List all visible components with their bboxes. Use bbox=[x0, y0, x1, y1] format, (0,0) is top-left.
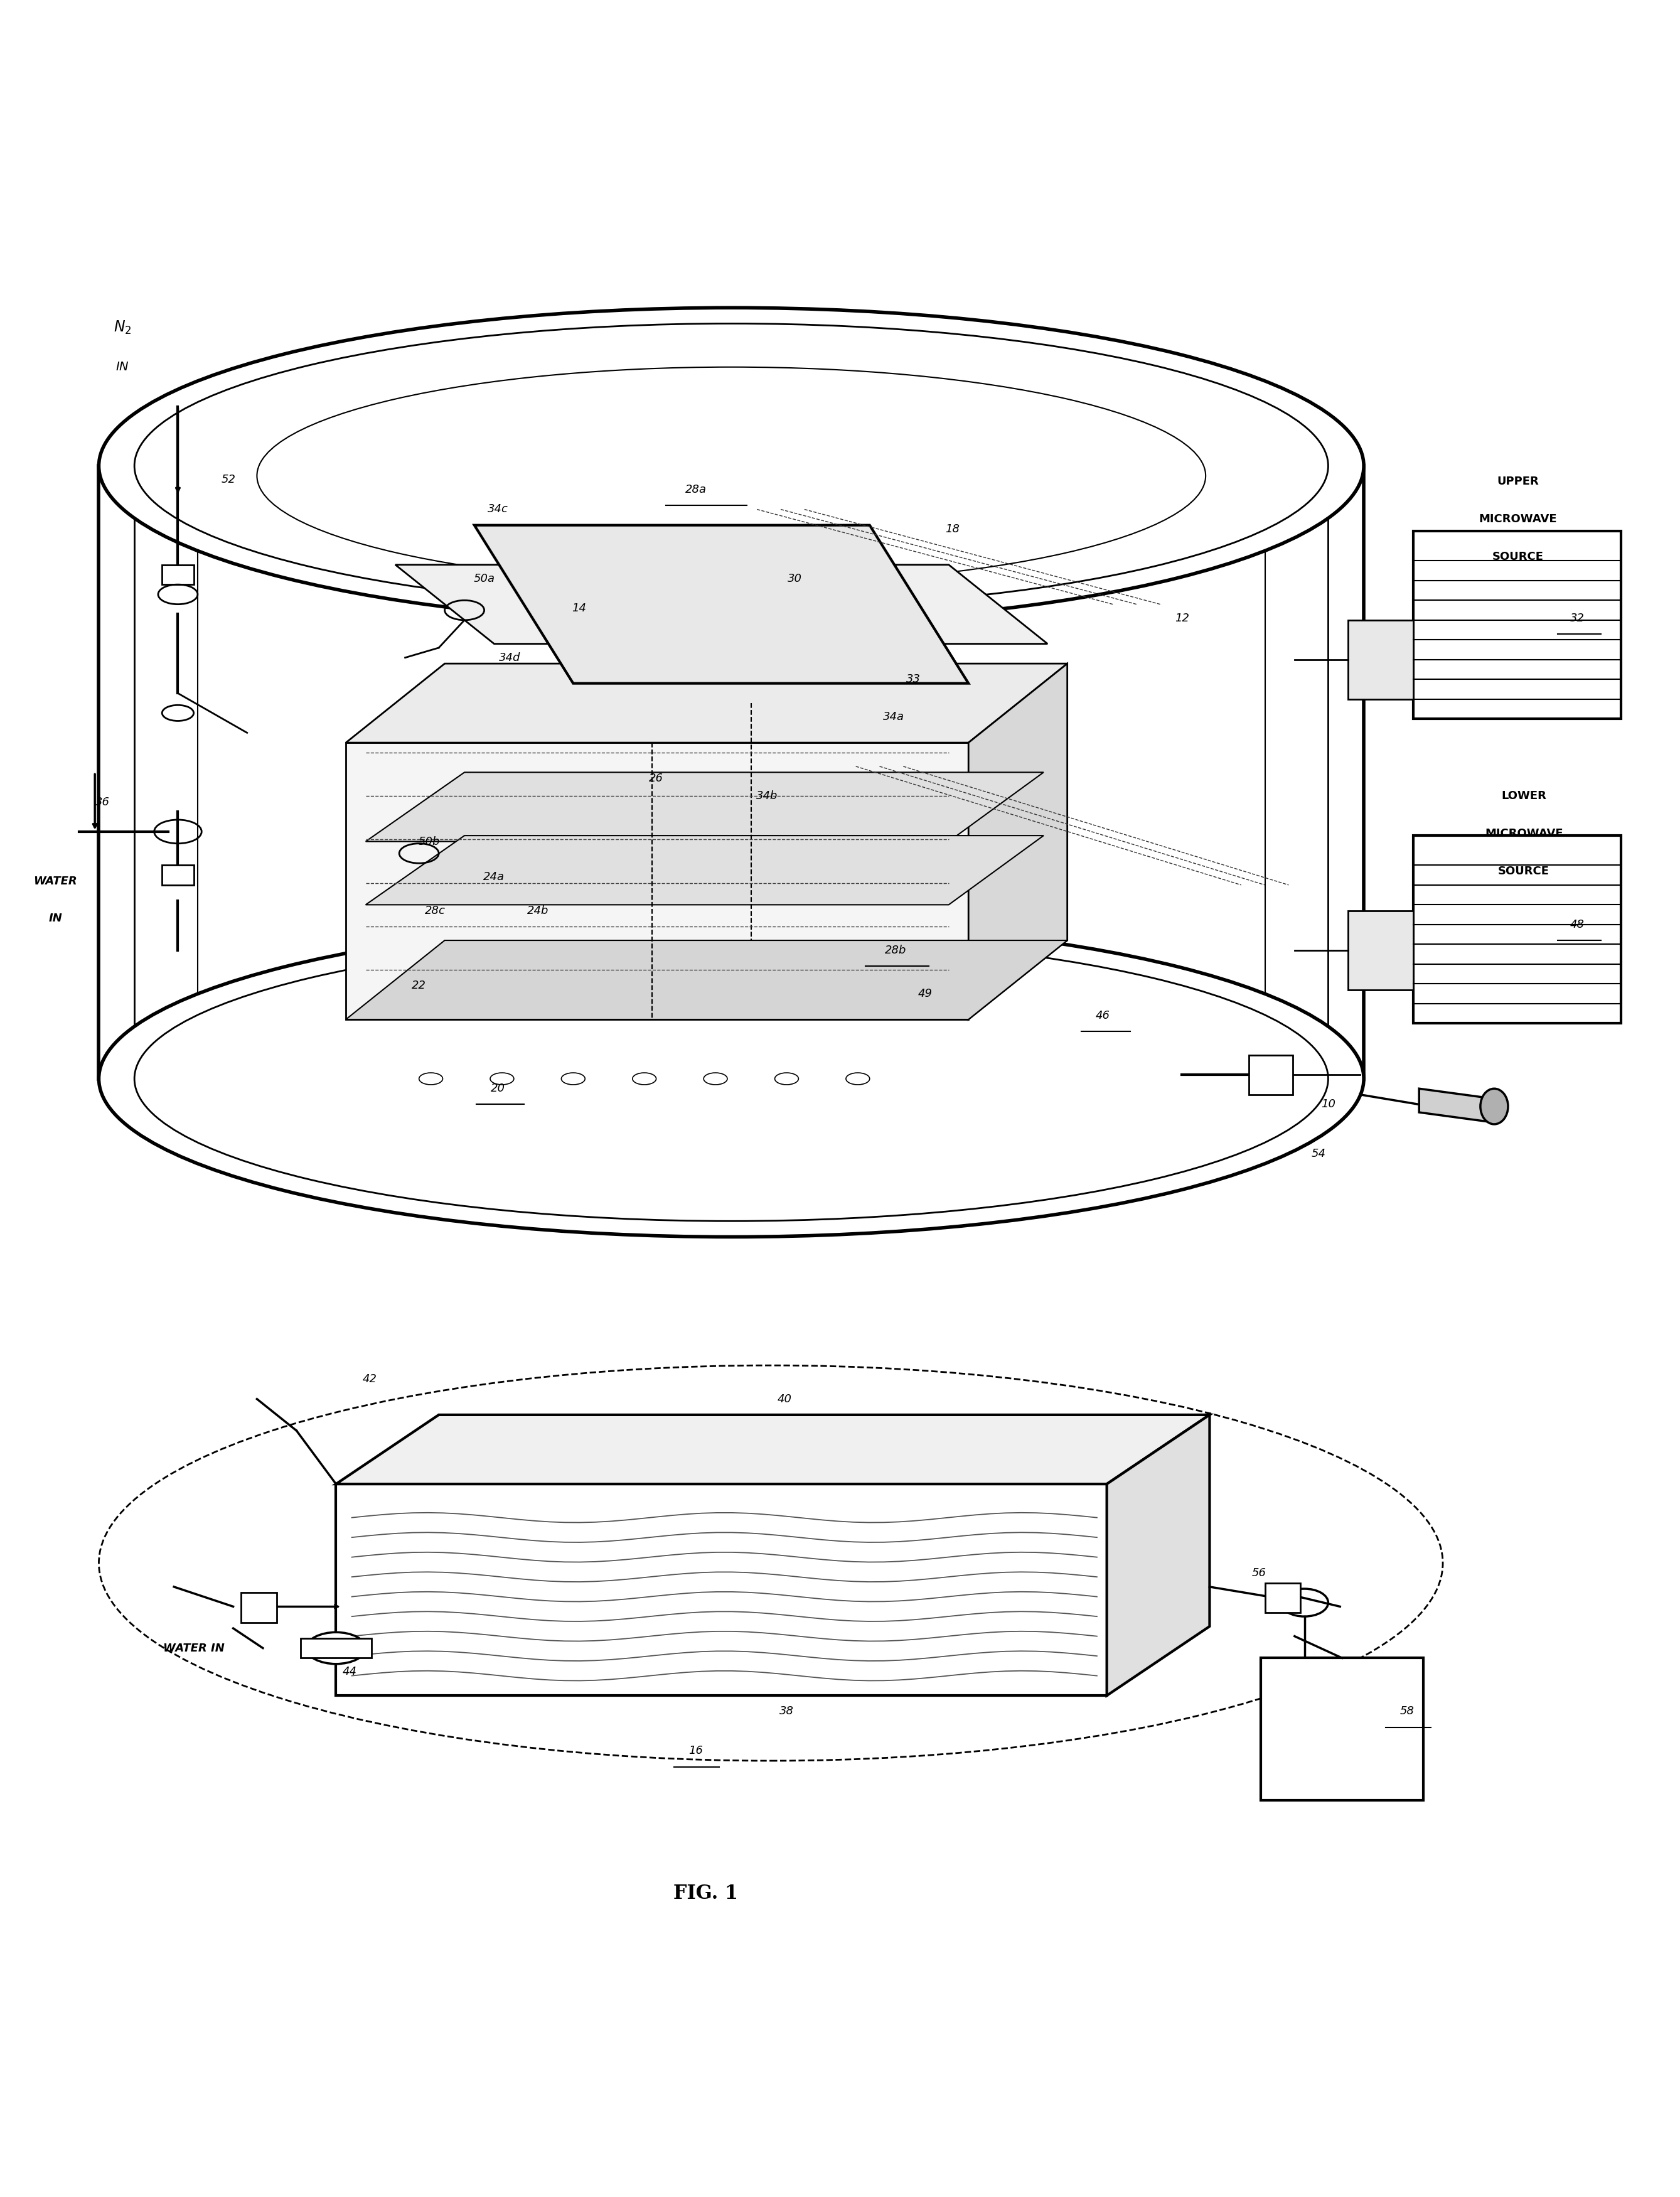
Text: 32: 32 bbox=[1571, 613, 1584, 624]
Polygon shape bbox=[336, 1415, 1210, 1483]
Bar bbox=[161, 565, 193, 584]
Polygon shape bbox=[395, 565, 1048, 644]
Text: 18: 18 bbox=[946, 523, 959, 534]
Bar bbox=[301, 1639, 371, 1659]
Text: 34c: 34c bbox=[487, 503, 509, 514]
Polygon shape bbox=[1347, 620, 1413, 699]
Polygon shape bbox=[474, 525, 968, 683]
Text: 52: 52 bbox=[222, 475, 235, 486]
Text: 48: 48 bbox=[1571, 918, 1584, 929]
Text: 20: 20 bbox=[491, 1083, 506, 1094]
Ellipse shape bbox=[99, 921, 1364, 1237]
Text: 38: 38 bbox=[780, 1705, 795, 1718]
Text: 46: 46 bbox=[1095, 1011, 1110, 1022]
Ellipse shape bbox=[99, 308, 1364, 624]
Text: UPPER: UPPER bbox=[1497, 477, 1539, 488]
Text: 10: 10 bbox=[1320, 1098, 1336, 1109]
Text: 36: 36 bbox=[96, 795, 109, 808]
Text: 50a: 50a bbox=[474, 573, 496, 584]
Bar bbox=[161, 866, 193, 885]
Text: MICROWAVE: MICROWAVE bbox=[1478, 514, 1557, 525]
Polygon shape bbox=[366, 773, 1043, 841]
Text: 34b: 34b bbox=[756, 791, 778, 802]
Bar bbox=[1262, 1659, 1423, 1799]
Text: SOURCE: SOURCE bbox=[1499, 866, 1549, 877]
Text: 28b: 28b bbox=[885, 945, 906, 956]
Text: $N_2$: $N_2$ bbox=[114, 319, 131, 336]
Text: FIG. 1: FIG. 1 bbox=[674, 1883, 738, 1903]
Text: 26: 26 bbox=[648, 773, 664, 784]
Text: 30: 30 bbox=[788, 573, 801, 584]
Text: 40: 40 bbox=[778, 1393, 791, 1404]
Text: MICROWAVE: MICROWAVE bbox=[1485, 828, 1562, 839]
Text: 33: 33 bbox=[906, 674, 921, 685]
Text: LOWER: LOWER bbox=[1502, 791, 1546, 802]
Text: 28a: 28a bbox=[685, 483, 706, 494]
Polygon shape bbox=[1420, 1090, 1492, 1123]
Text: 22: 22 bbox=[412, 980, 427, 991]
Text: $IN$: $IN$ bbox=[116, 360, 129, 373]
Text: 24a: 24a bbox=[484, 872, 504, 883]
Text: 42: 42 bbox=[363, 1373, 376, 1384]
Polygon shape bbox=[346, 940, 1067, 1019]
Text: 24b: 24b bbox=[528, 905, 548, 916]
Bar bbox=[1265, 1582, 1300, 1613]
Text: 49: 49 bbox=[917, 989, 932, 1000]
Text: WATER IN: WATER IN bbox=[163, 1643, 225, 1654]
Text: 14: 14 bbox=[571, 602, 586, 613]
Text: 54: 54 bbox=[1310, 1149, 1326, 1160]
Text: 34a: 34a bbox=[882, 712, 904, 723]
Polygon shape bbox=[1107, 1415, 1210, 1696]
Polygon shape bbox=[968, 663, 1067, 1019]
Text: 44: 44 bbox=[343, 1665, 358, 1679]
Polygon shape bbox=[346, 663, 1067, 743]
Ellipse shape bbox=[306, 1632, 366, 1663]
Polygon shape bbox=[1347, 912, 1413, 991]
Text: IN: IN bbox=[49, 914, 62, 925]
Polygon shape bbox=[366, 835, 1043, 905]
Polygon shape bbox=[346, 743, 968, 1019]
Text: 56: 56 bbox=[1252, 1566, 1267, 1580]
Text: SOURCE: SOURCE bbox=[1492, 551, 1544, 562]
Text: 34d: 34d bbox=[499, 653, 521, 663]
Ellipse shape bbox=[1480, 1090, 1509, 1125]
Polygon shape bbox=[336, 1483, 1107, 1696]
Text: WATER: WATER bbox=[34, 874, 77, 888]
Text: 16: 16 bbox=[689, 1744, 702, 1758]
Text: 28c: 28c bbox=[425, 905, 445, 916]
Text: 58: 58 bbox=[1399, 1705, 1415, 1718]
Bar bbox=[1250, 1055, 1292, 1094]
Text: 50b: 50b bbox=[418, 835, 440, 848]
Bar bbox=[1413, 835, 1621, 1024]
Bar bbox=[242, 1593, 277, 1621]
Text: 12: 12 bbox=[1174, 613, 1189, 624]
Bar bbox=[1413, 532, 1621, 718]
